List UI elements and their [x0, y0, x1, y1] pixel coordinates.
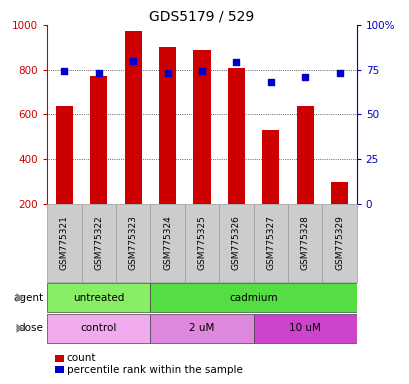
Point	[232, 60, 239, 66]
Text: cadmium: cadmium	[229, 293, 277, 303]
Bar	[116, 204, 150, 282]
Bar	[227, 68, 244, 204]
Point	[95, 70, 102, 76]
Bar	[184, 204, 218, 282]
Bar	[150, 314, 253, 343]
Bar	[253, 204, 287, 282]
Text: 10 uM: 10 uM	[288, 323, 320, 333]
Bar	[159, 47, 176, 204]
Text: GSM775328: GSM775328	[300, 215, 309, 270]
Text: GSM775325: GSM775325	[197, 215, 206, 270]
Text: percentile rank within the sample: percentile rank within the sample	[67, 365, 242, 375]
Text: 2 uM: 2 uM	[189, 323, 214, 333]
Text: GSM775327: GSM775327	[265, 215, 274, 270]
Bar	[150, 283, 356, 312]
Bar	[81, 204, 116, 282]
Bar	[124, 31, 142, 204]
Text: GSM775329: GSM775329	[334, 215, 343, 270]
Bar	[253, 314, 356, 343]
Text: agent: agent	[13, 293, 43, 303]
Bar	[47, 283, 150, 312]
Bar	[296, 106, 313, 204]
Bar	[193, 50, 210, 204]
Text: control: control	[80, 323, 117, 333]
Text: untreated: untreated	[73, 293, 124, 303]
Bar	[56, 106, 73, 204]
Bar	[90, 76, 107, 204]
Bar	[150, 204, 184, 282]
Text: dose: dose	[18, 323, 43, 333]
Title: GDS5179 / 529: GDS5179 / 529	[149, 10, 254, 24]
Bar	[330, 182, 347, 204]
Point	[198, 68, 204, 74]
Bar	[47, 204, 81, 282]
Bar	[218, 204, 253, 282]
Text: GSM775322: GSM775322	[94, 215, 103, 270]
Bar	[47, 314, 150, 343]
Text: GSM775326: GSM775326	[231, 215, 240, 270]
Point	[335, 70, 342, 76]
Point	[130, 58, 136, 64]
Bar	[321, 204, 356, 282]
Point	[61, 68, 67, 74]
Text: count: count	[67, 353, 96, 363]
Bar	[287, 204, 321, 282]
Text: GSM775323: GSM775323	[128, 215, 137, 270]
Point	[301, 74, 308, 80]
Point	[164, 70, 171, 76]
Text: GSM775324: GSM775324	[163, 215, 172, 270]
Point	[267, 79, 273, 85]
Bar	[261, 130, 279, 204]
Text: GSM775321: GSM775321	[60, 215, 69, 270]
